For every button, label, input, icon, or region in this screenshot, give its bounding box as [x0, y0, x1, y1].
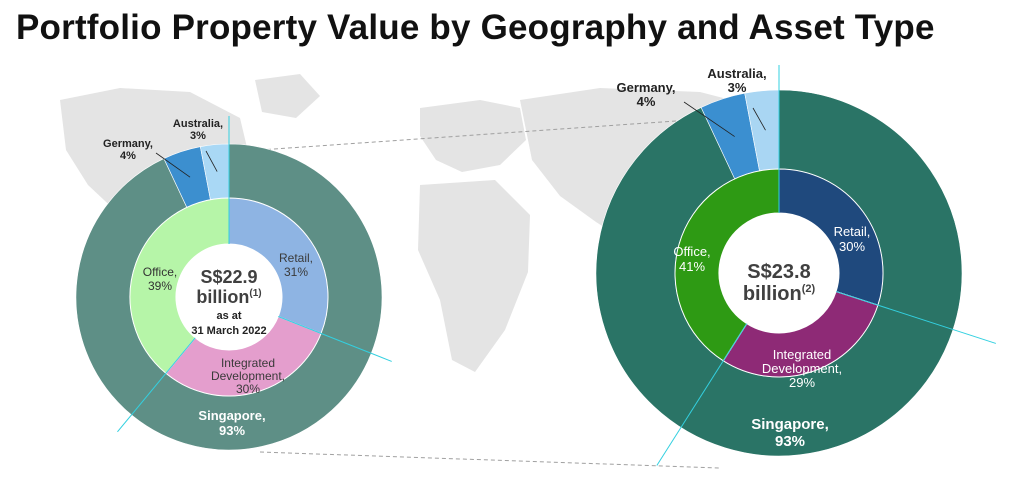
label-office: Office, [143, 265, 177, 279]
pointer-germany [155, 152, 191, 178]
label-germany: Germany, [103, 138, 153, 150]
value-retail: 31% [284, 265, 308, 279]
map-greenland [255, 74, 320, 118]
label-singapore: Singapore, [751, 416, 829, 433]
value-australia: 3% [728, 80, 747, 95]
value-germany: 4% [120, 150, 136, 162]
map-europe [420, 100, 526, 172]
center-date: 31 March 2022 [191, 325, 266, 337]
map-africa [418, 180, 530, 372]
center-unit: billion [743, 283, 802, 305]
value-office: 41% [679, 259, 705, 274]
label-integrated: Integrated [773, 347, 832, 362]
value-australia: 3% [190, 130, 206, 142]
center-unit: billion [196, 287, 249, 307]
label-germany: Germany, [616, 80, 675, 95]
leader-line-retail-boundary [835, 291, 996, 344]
label-development: Development, [211, 369, 285, 383]
donut-chart-march-2022: Germany,4% Australia,3% Singapore,93% Retai… [75, 116, 392, 451]
center-as-at: as at [216, 310, 241, 322]
value-singapore: 93% [775, 433, 805, 450]
value-germany: 4% [637, 94, 656, 109]
leader-line-retail-boundary [278, 316, 392, 362]
donut-center [176, 244, 282, 350]
pointer-australia [752, 107, 766, 131]
guide-bottom [259, 451, 721, 469]
label-singapore: Singapore, [198, 408, 265, 423]
donut-center [719, 213, 839, 333]
value-integrated: 30% [236, 382, 260, 396]
label-development: Development, [762, 361, 842, 376]
leader-line-office-boundary [117, 337, 196, 433]
guide-top [259, 119, 691, 151]
value-singapore: 93% [219, 423, 245, 438]
label-australia: Australia, [707, 66, 766, 81]
page-title: Portfolio Property Value by Geography an… [16, 8, 935, 47]
center-unit-line: billion(1) [196, 287, 261, 307]
label-australia: Australia, [173, 118, 223, 130]
center-value: S$23.8 [747, 261, 810, 283]
center-value: S$22.9 [200, 267, 257, 287]
center-footnote: (2) [802, 283, 816, 295]
value-integrated: 29% [789, 375, 815, 390]
label-office: Office, [673, 244, 710, 259]
donut-chart-current: Germany,4% Australia,3% Singapore,93% Retai… [595, 65, 996, 466]
pointer-germany [683, 101, 735, 137]
connector-guides [259, 119, 721, 469]
label-retail: Retail, [834, 224, 871, 239]
leader-line-office-boundary [656, 323, 748, 466]
pointer-australia [205, 150, 218, 172]
center-footnote: (1) [249, 288, 261, 299]
label-retail: Retail, [279, 251, 313, 265]
center-unit-line: billion(2) [743, 283, 816, 305]
value-retail: 30% [839, 239, 865, 254]
value-office: 39% [148, 279, 172, 293]
label-integrated: Integrated [221, 356, 275, 370]
